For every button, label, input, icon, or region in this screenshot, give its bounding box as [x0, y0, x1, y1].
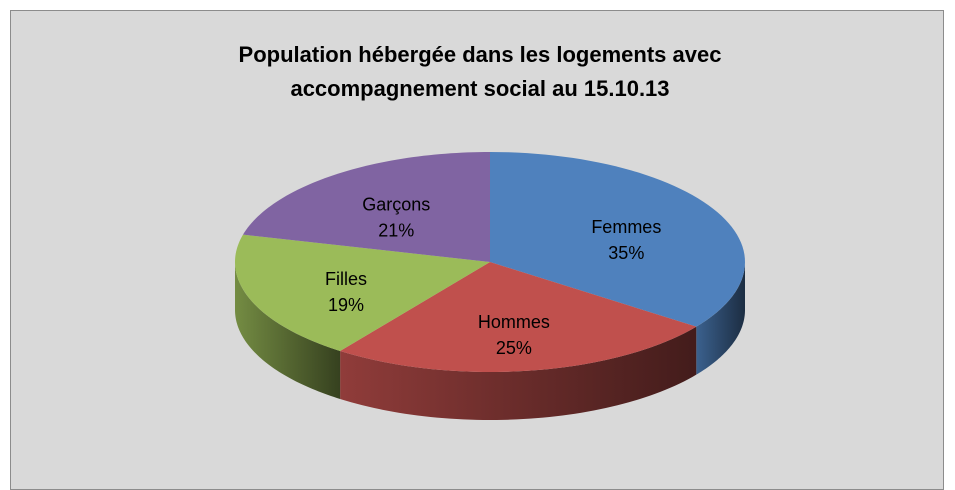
- pie-slice: [235, 234, 490, 351]
- slice-value-label: 19%: [328, 295, 364, 315]
- slice-label: Garçons: [362, 195, 430, 215]
- slice-side: [340, 326, 697, 420]
- slice-value-label: 35%: [608, 243, 644, 263]
- slice-value-label: 25%: [496, 338, 532, 358]
- chart-title: Population hébergée dans les logements a…: [238, 42, 722, 101]
- pie-slice: [490, 152, 745, 327]
- slice-side: [696, 262, 745, 375]
- slice-label: Filles: [325, 269, 367, 289]
- pie-slice: [340, 262, 697, 372]
- slice-value-label: 21%: [378, 221, 414, 241]
- slice-label: Hommes: [478, 312, 550, 332]
- slice-label: Femmes: [591, 217, 661, 237]
- slice-side: [235, 262, 341, 399]
- pie-slice: [243, 152, 490, 262]
